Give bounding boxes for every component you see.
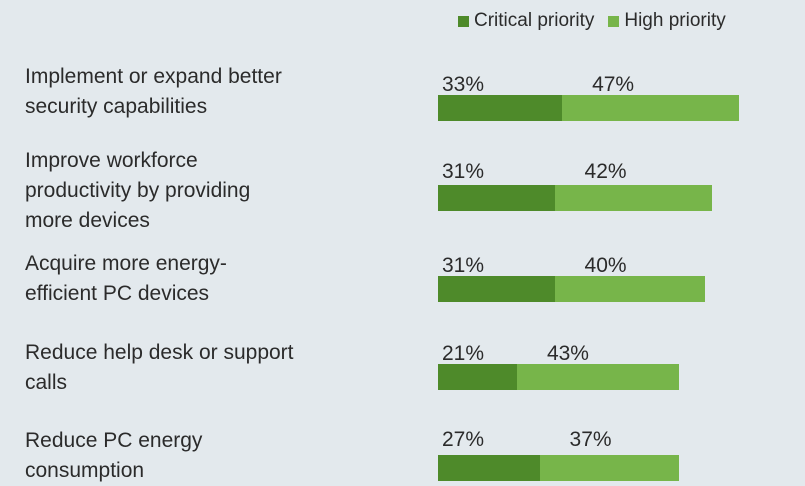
value-label-critical: 31% (442, 254, 485, 277)
value-label-critical: 31% (442, 160, 485, 183)
bar-critical (438, 455, 540, 481)
category-label-line: efficient PC devices (25, 282, 210, 305)
legend-item-high: High priority (608, 10, 726, 32)
value-label-high: 42% (584, 160, 627, 183)
category-label-line: calls (25, 371, 68, 394)
category-label: Implement or expand better security capab… (25, 62, 375, 122)
legend-label-critical: Critical priority (474, 10, 595, 31)
value-label-critical: 21% (442, 342, 485, 365)
bar-critical (438, 185, 555, 211)
category-label: Reduce PC energy consumption (25, 426, 375, 486)
bar-high (554, 276, 705, 302)
category-label-line: Improve workforce (25, 149, 198, 172)
value-label-critical: 27% (442, 428, 485, 451)
category-label-line: productivity by providing (25, 179, 251, 202)
value-label-high: 43% (546, 342, 589, 365)
bar-high (562, 95, 739, 121)
category-label: Improve workforce productivity by providi… (25, 146, 375, 236)
legend-swatch-high (608, 15, 620, 27)
legend: Critical priority High priority (458, 10, 726, 32)
bar-critical (438, 276, 555, 302)
bar-high (554, 185, 713, 211)
category-label: Acquire more energy-efficient PC devices (25, 249, 375, 309)
value-label-critical: 33% (442, 73, 485, 96)
category-label-line: Implement or expand better (25, 65, 282, 88)
legend-item-critical: Critical priority (458, 10, 594, 32)
value-label-high: 40% (584, 254, 627, 277)
value-label-high: 37% (569, 428, 612, 451)
category-label-line: Reduce PC energy (25, 429, 203, 452)
category-label-line: security capabilities (25, 95, 208, 118)
category-label-line: more devices (25, 209, 150, 232)
value-label-high: 47% (592, 73, 635, 96)
bar-high (539, 455, 679, 481)
bar-critical (438, 364, 517, 390)
category-label-line: consumption (25, 459, 145, 482)
legend-label-high: High priority (624, 10, 726, 31)
bar-critical (438, 95, 563, 121)
category-label-line: Reduce help desk or support (25, 341, 294, 364)
category-label-line: Acquire more energy- (25, 252, 227, 275)
bar-high (516, 364, 679, 390)
legend-swatch-critical (458, 15, 469, 27)
category-label: Reduce help desk or support calls (25, 338, 375, 398)
